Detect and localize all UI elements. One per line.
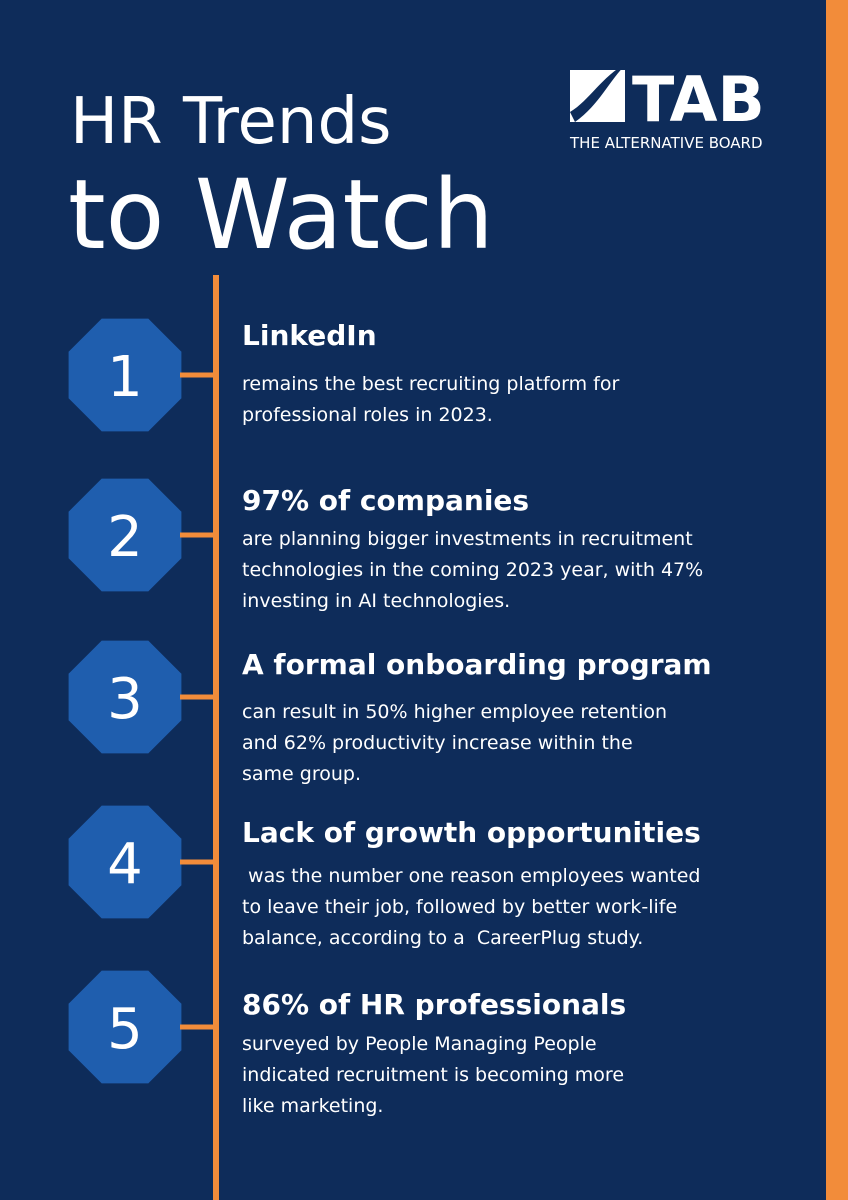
item-number: 3 <box>107 667 143 732</box>
logo-tagline: THE ALTERNATIVE BOARD <box>569 134 763 152</box>
item-body: surveyed by People Managing People <box>242 1033 597 1055</box>
octagon <box>68 970 182 1084</box>
octagon <box>68 478 182 592</box>
item-body: same group. <box>242 763 361 785</box>
connector <box>180 532 214 538</box>
logo-name: TAB <box>632 63 765 136</box>
side-stripe <box>826 0 848 1200</box>
item-body: like marketing. <box>242 1095 383 1117</box>
item-heading: 86% of HR professionals <box>242 988 626 1021</box>
connector <box>180 1024 214 1030</box>
item-body: indicated recruitment is becoming more <box>242 1064 624 1086</box>
timeline <box>213 275 219 1200</box>
logo: TAB THE ALTERNATIVE BOARD <box>569 62 765 152</box>
item-heading: LinkedIn <box>242 319 377 352</box>
item-body: technologies in the coming 2023 year, wi… <box>242 559 703 581</box>
item-number: 5 <box>107 997 143 1062</box>
item-body: remains the best recruiting platform for <box>242 373 619 395</box>
item-heading: Lack of growth opportunities <box>242 816 701 849</box>
octagon <box>68 640 182 754</box>
item-number: 4 <box>107 832 143 897</box>
octagon <box>68 805 182 919</box>
octagon <box>68 318 182 432</box>
title: to Watch <box>68 159 494 271</box>
item-body: are planning bigger investments in recru… <box>242 528 693 550</box>
item-number: 1 <box>107 345 143 410</box>
item-body: was the number one reason employees want… <box>242 865 700 887</box>
connector <box>180 859 214 865</box>
connector <box>180 372 214 378</box>
item-body: professional roles in 2023. <box>242 404 493 426</box>
item-heading: 97% of companies <box>242 484 529 517</box>
item-body: and 62% productivity increase within the <box>242 732 633 754</box>
item-body: balance, according to a CareerPlug study… <box>242 927 643 949</box>
title: HR Trends <box>70 85 391 159</box>
item-body: investing in AI technologies. <box>242 590 510 612</box>
item-heading: A formal onboarding program <box>242 648 712 681</box>
logo-swoosh <box>570 62 628 122</box>
connector <box>180 694 214 700</box>
item-body: can result in 50% higher employee retent… <box>242 701 667 723</box>
item-number: 2 <box>107 505 143 570</box>
item-body: to leave their job, followed by better w… <box>242 896 677 918</box>
